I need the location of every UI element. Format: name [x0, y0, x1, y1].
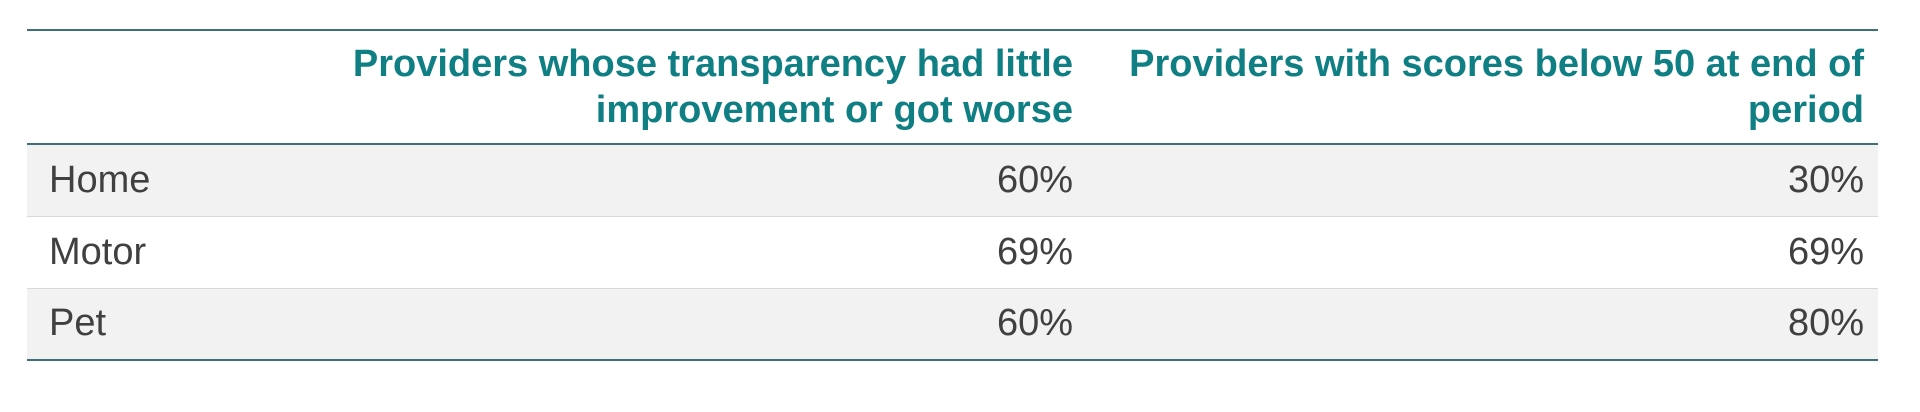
header-below-50: Providers with scores below 50 at end of… — [1129, 43, 1864, 131]
header-empty-cell — [27, 30, 267, 144]
improvement-value: 60% — [267, 288, 1087, 361]
row-label: Home — [27, 144, 267, 217]
table-header: Providers whose transparency had little … — [27, 30, 1878, 144]
transparency-table-container: Providers whose transparency had little … — [27, 29, 1878, 361]
below-50-value: 80% — [1087, 288, 1878, 361]
table-body: Home 60% 30% Motor 69% 69% Pet 60% 80% — [27, 144, 1878, 361]
table-row: Home 60% 30% — [27, 144, 1878, 217]
improvement-value: 69% — [267, 216, 1087, 289]
row-label: Pet — [27, 288, 267, 361]
transparency-table: Providers whose transparency had little … — [27, 29, 1878, 361]
improvement-value: 60% — [267, 144, 1087, 217]
header-row: Providers whose transparency had little … — [27, 30, 1878, 144]
below-50-value: 69% — [1087, 216, 1878, 289]
below-50-value: 30% — [1087, 144, 1878, 217]
header-improvement: Providers whose transparency had little … — [352, 43, 1073, 131]
row-label: Motor — [27, 216, 267, 289]
table-row: Pet 60% 80% — [27, 288, 1878, 361]
table-row: Motor 69% 69% — [27, 216, 1878, 289]
